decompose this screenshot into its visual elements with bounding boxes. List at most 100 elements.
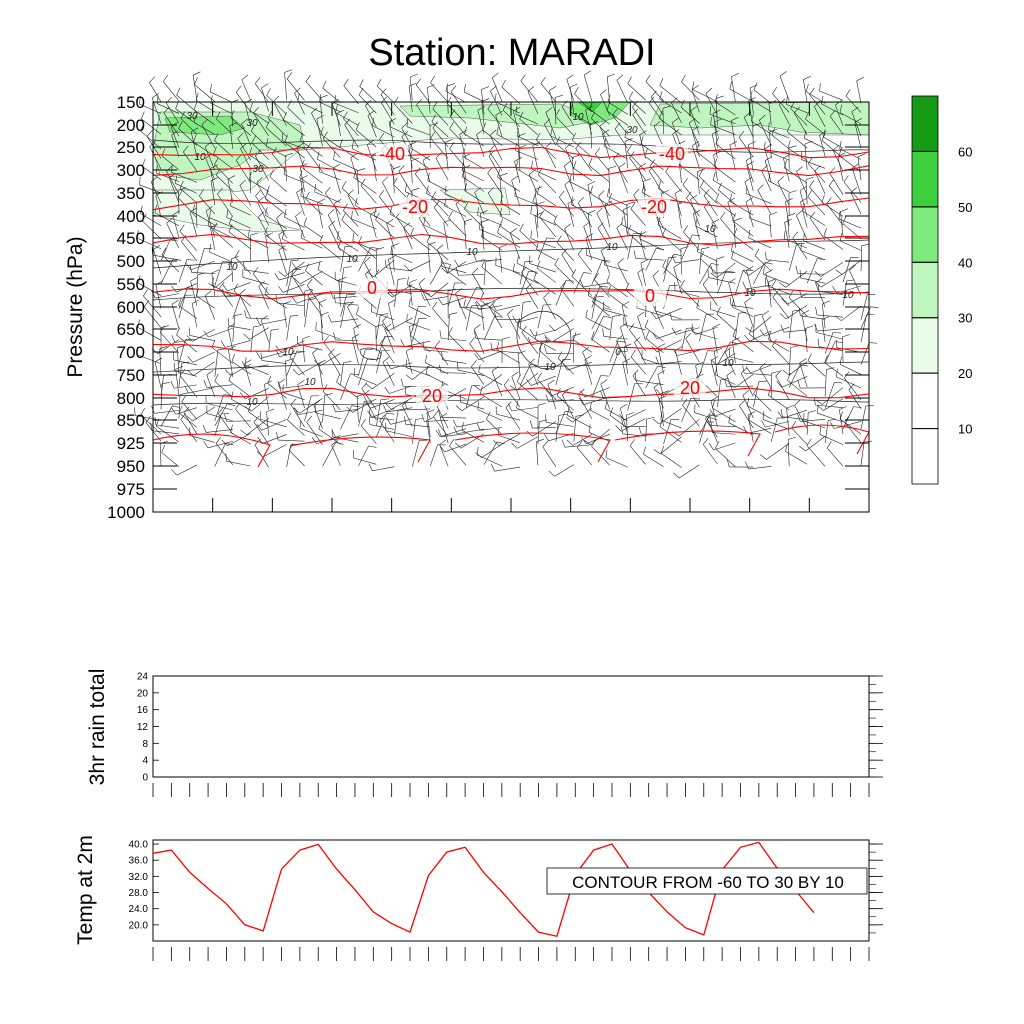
wind-barb (279, 272, 305, 281)
rain-y-tick-label: 24 (137, 672, 149, 683)
wind-barb (390, 418, 413, 425)
wind-barb-flag (244, 357, 247, 366)
wind-barb (711, 134, 718, 159)
wind-barb (712, 432, 736, 435)
humidity-contour-label: 10 (226, 262, 238, 273)
wind-barb (323, 342, 341, 365)
wind-barb (179, 231, 198, 252)
wind-barb-flag (334, 198, 342, 204)
wind-barb-flag (585, 105, 593, 111)
wind-barb (805, 119, 826, 135)
wind-barb (372, 154, 377, 181)
wind-barb-flag (186, 335, 193, 342)
wind-barb (300, 195, 323, 205)
wind-barb (838, 218, 862, 229)
wind-barb-flag (141, 111, 145, 119)
wind-barb-flag (746, 265, 754, 271)
wind-barb (657, 347, 664, 374)
wind-barb-flag (835, 368, 838, 377)
wind-barb-flag (409, 279, 417, 283)
wind-barb (613, 158, 628, 183)
wind-barb-flag (219, 281, 225, 289)
wind-barb (671, 102, 682, 124)
wind-barb (553, 221, 575, 241)
wind-barb (505, 407, 521, 430)
wind-barb (805, 179, 808, 204)
wind-barb-flag (520, 74, 526, 82)
wind-barb (800, 315, 826, 320)
wind-barb (659, 85, 682, 104)
wind-barb-flag (379, 414, 386, 422)
wind-barb-flag (771, 127, 776, 136)
wind-barb (748, 419, 772, 435)
wind-barb (656, 339, 682, 353)
wind-barb-flag (842, 216, 847, 224)
wind-barb (178, 339, 186, 364)
wind-barb (794, 405, 808, 429)
wind-barb (732, 220, 754, 237)
wind-barb (441, 433, 467, 437)
wind-barb-flag (297, 93, 300, 102)
wind-barb (384, 328, 395, 354)
wind-barb-flag (697, 168, 705, 172)
wind-barb (681, 81, 700, 101)
wind-barb (287, 419, 305, 436)
wind-barb-flag (264, 190, 269, 199)
wind-barb (603, 309, 628, 317)
wind-barb (372, 408, 395, 418)
wind-barb-flag (572, 333, 581, 337)
wind-barb (518, 148, 521, 171)
wind-barb-flag (508, 403, 512, 411)
wind-barb (299, 398, 323, 414)
wind-barb (716, 352, 736, 366)
wind-barb (786, 131, 808, 149)
wind-barb (605, 457, 628, 468)
wind-barb-flag (567, 199, 575, 204)
wind-barb (806, 445, 826, 467)
wind-barb (590, 193, 610, 207)
wind-barb (836, 376, 862, 389)
wind-barb-flag (230, 424, 233, 433)
wind-barb-flag (297, 380, 305, 385)
wind-barb (516, 436, 539, 449)
wind-barb (338, 247, 359, 263)
wind-barb (434, 346, 449, 366)
wind-barb-flag (423, 216, 426, 225)
wind-barb (340, 267, 344, 295)
wind-barb (587, 295, 610, 309)
wind-barb (561, 106, 575, 126)
wind-barb (716, 262, 736, 278)
wind-barb-flag (193, 134, 197, 143)
rain-frame (152, 675, 870, 778)
wind-barb (172, 214, 180, 238)
wind-barb (406, 126, 431, 136)
rain-y-tick-label: 0 (142, 773, 148, 784)
wind-barb-flag (600, 375, 609, 377)
wind-barb (587, 213, 593, 240)
wind-barb-flag (425, 354, 428, 363)
wind-barb-flag (449, 121, 454, 130)
wind-barb (456, 421, 485, 428)
wind-barb-flag (452, 419, 458, 428)
wind-barb (340, 362, 344, 386)
wind-barb-flag (179, 180, 184, 189)
wind-barb-flag (355, 197, 358, 206)
wind-barb-flag (633, 250, 637, 259)
humidity-contour-label: 10 (246, 397, 258, 408)
wind-barb-flag (828, 179, 835, 186)
wind-barb-flag (318, 359, 327, 364)
wind-barb-flag (618, 162, 626, 168)
wind-barb (784, 167, 808, 184)
wind-barb (545, 147, 557, 169)
wind-barb (394, 279, 399, 308)
wind-barb-flag (817, 338, 820, 347)
wind-barb (788, 311, 793, 339)
wind-barb (519, 271, 529, 296)
wind-barb (209, 217, 233, 228)
wind-barb-flag (709, 409, 715, 417)
wind-barb-flag (450, 85, 457, 92)
wind-barb-flag (641, 184, 645, 193)
wind-barb-flag (602, 328, 605, 337)
wind-barb-flag (331, 439, 339, 446)
wind-barb (405, 367, 431, 377)
